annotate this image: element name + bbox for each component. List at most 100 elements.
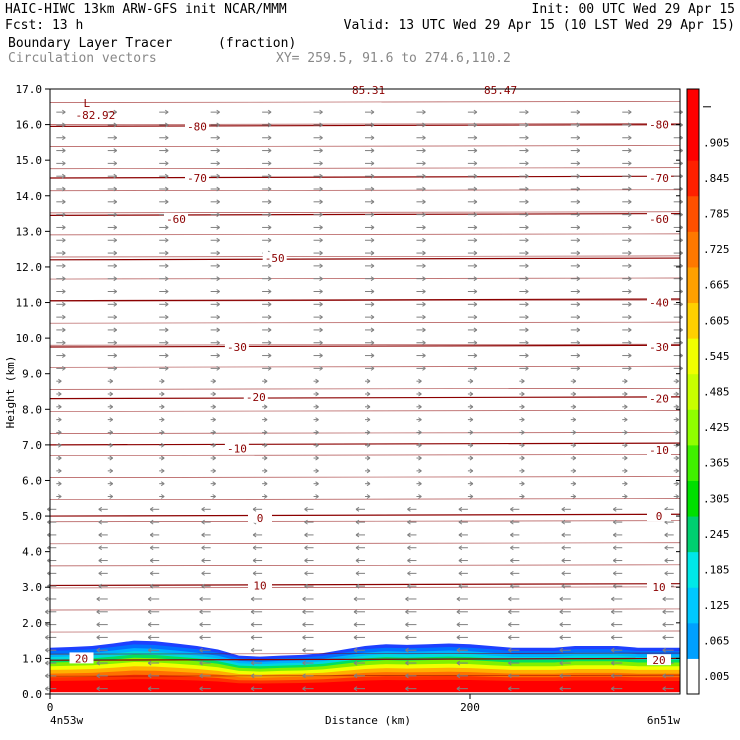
- vector-arrowhead: [610, 596, 615, 602]
- vector-arrowhead: [160, 494, 165, 499]
- colorbar-band-11: [687, 266, 699, 304]
- vector-arrowhead: [576, 148, 581, 153]
- vector-arrowhead: [216, 327, 220, 333]
- vector-arrowhead: [319, 225, 323, 230]
- contour-minor: [49, 167, 681, 170]
- vector-arrowhead: [319, 199, 323, 205]
- vector-arrowhead: [418, 417, 422, 423]
- contour-minor: [49, 233, 681, 236]
- vector-arrowhead: [469, 430, 474, 435]
- vector-arrowhead: [370, 353, 375, 358]
- vector-arrowhead: [199, 634, 203, 640]
- vector-arrowhead: [366, 455, 371, 461]
- vector-arrowhead: [370, 173, 375, 179]
- colorbar-label: .605: [703, 314, 730, 327]
- colorbar-band-2: [687, 587, 699, 624]
- vector-arrowhead: [164, 148, 169, 153]
- vector-arrowhead: [58, 430, 62, 435]
- vector-arrowhead: [315, 468, 319, 474]
- vector-arrowhead: [109, 468, 114, 474]
- vector-arrowhead: [302, 660, 306, 666]
- contour-label-bg: [647, 444, 671, 456]
- vector-arrowhead: [113, 148, 118, 153]
- vector-arrowhead: [407, 545, 411, 551]
- contour-label-3: -70: [649, 172, 669, 185]
- contour-label-bg: [69, 652, 94, 664]
- vector-arrowhead: [473, 250, 478, 256]
- vector-arrowhead: [216, 263, 220, 269]
- contour-label-14: 0: [257, 512, 264, 525]
- vector-arrowhead: [113, 276, 118, 282]
- vector-arrowhead: [508, 647, 512, 653]
- contour-line-3: [49, 442, 681, 446]
- vector-arrowhead: [164, 135, 169, 141]
- vector-arrowhead: [199, 673, 203, 679]
- vector-arrowhead: [469, 378, 474, 384]
- vector-arrowhead: [319, 340, 323, 346]
- vector-arrowhead: [216, 199, 220, 205]
- vector-arrowhead: [469, 468, 474, 474]
- vector-arrowhead: [353, 596, 358, 602]
- vector-arrowhead: [525, 122, 529, 128]
- vector-arrowhead: [627, 314, 632, 320]
- vector-arrowhead: [98, 519, 103, 525]
- y-tick-label: 11.0: [16, 297, 43, 310]
- vector-arrowhead: [250, 647, 255, 653]
- vector-arrowhead: [113, 122, 118, 128]
- plot-frame: [49, 88, 681, 695]
- vector-arrowhead: [576, 314, 581, 320]
- vector-arrowhead: [113, 340, 118, 346]
- vector-arrowhead: [572, 417, 577, 423]
- vector-arrowhead: [458, 558, 463, 563]
- vector-arrowhead: [370, 212, 375, 218]
- vector-arrowhead: [576, 237, 581, 243]
- vector-arrowhead: [525, 314, 529, 320]
- vector-arrowhead: [612, 532, 617, 538]
- vector-arrowhead: [456, 622, 461, 628]
- vector-arrowhead: [109, 391, 114, 397]
- colorbar-label: .725: [703, 243, 730, 256]
- vector-arrowhead: [576, 250, 581, 256]
- y-tick-label: 15.0: [16, 154, 43, 167]
- vector-arrowhead: [315, 494, 319, 499]
- field-units: (fraction): [218, 36, 296, 51]
- vector-arrowhead: [405, 634, 409, 640]
- vector-arrowhead: [302, 647, 306, 653]
- vector-arrowhead: [627, 148, 632, 153]
- vector-arrowhead: [370, 135, 375, 141]
- vector-arrowhead: [62, 301, 66, 307]
- vector-arrowhead: [627, 365, 632, 371]
- vector-arrowhead: [469, 481, 474, 487]
- vector-arrowhead: [149, 558, 154, 563]
- vector-arrowhead: [113, 212, 118, 218]
- colorbar-label: .305: [703, 492, 730, 505]
- minimum-value: -82.92: [76, 109, 116, 122]
- vector-arrowhead: [508, 634, 512, 640]
- vector-arrowhead: [559, 634, 564, 640]
- vector-arrowhead: [572, 430, 577, 435]
- vector-arrowhead: [525, 237, 529, 243]
- vector-arrowhead: [263, 417, 268, 423]
- vector-arrowhead: [418, 481, 422, 487]
- vector-arrowhead: [662, 609, 666, 615]
- vector-arrowhead: [521, 417, 525, 423]
- vector-arrowhead: [370, 237, 375, 243]
- vector-arrowhead: [62, 122, 66, 128]
- vector-arrowhead: [164, 109, 169, 115]
- vector-arrowhead: [469, 391, 474, 397]
- vector-arrowhead: [250, 673, 255, 679]
- vector-arrowhead: [627, 353, 632, 358]
- vector-arrowhead: [201, 519, 205, 525]
- vector-arrowhead: [561, 532, 566, 538]
- vector-arrowhead: [212, 378, 216, 384]
- vector-arrowhead: [160, 417, 165, 423]
- vector-arrowhead: [521, 455, 525, 461]
- vector-arrowhead: [98, 506, 103, 512]
- vector-arrowhead: [610, 622, 615, 628]
- vector-arrowhead: [355, 545, 360, 551]
- vector-arrowhead: [610, 673, 615, 679]
- contour-label-bg: [185, 171, 209, 183]
- contour-label-bg: [224, 341, 249, 353]
- vector-arrowhead: [164, 276, 169, 282]
- vector-arrowhead: [473, 289, 478, 294]
